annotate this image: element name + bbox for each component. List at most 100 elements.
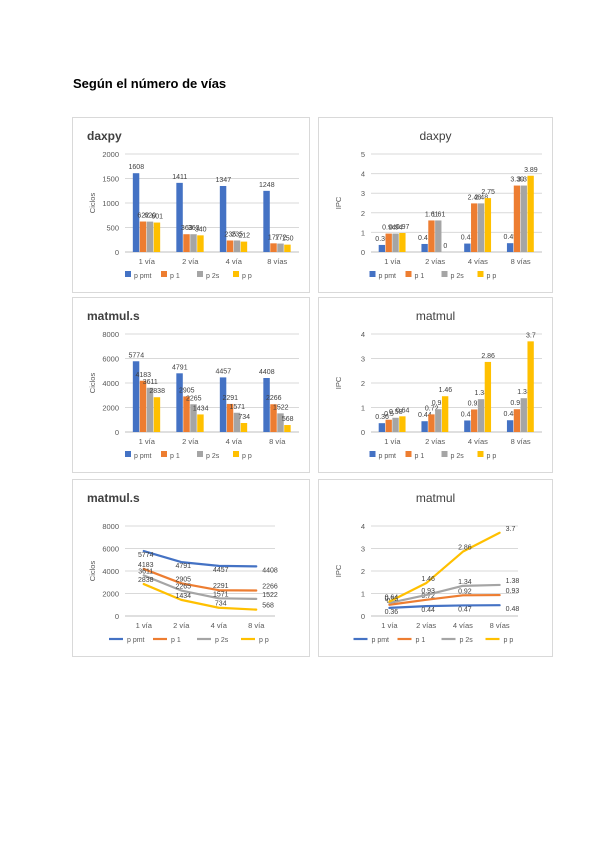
data-label: 177 xyxy=(268,234,280,241)
y-tick-label: 8000 xyxy=(102,522,119,531)
data-label: 2.75 xyxy=(481,189,495,196)
chart-title: daxpy xyxy=(419,129,451,143)
y-tick-label: 1 xyxy=(361,404,365,413)
data-label: 0.93 xyxy=(510,400,524,407)
data-label: 0.44 xyxy=(421,607,435,614)
bar-p-p-2 xyxy=(441,396,449,432)
legend-swatch-p-1 xyxy=(161,271,167,277)
data-label: 4457 xyxy=(213,567,229,574)
legend-swatch-p-1 xyxy=(161,451,167,457)
data-label: 1.46 xyxy=(439,387,453,394)
legend-label: p 1 xyxy=(415,273,425,280)
bar-p-p-3 xyxy=(240,241,248,252)
y-axis-label: Ciclos xyxy=(88,561,97,582)
bar-p-1-4 xyxy=(513,185,521,252)
bar-p-pmt-3 xyxy=(464,243,471,252)
bar-p-2s-2 xyxy=(435,409,442,432)
chart-svg: daxpy 0 500 1000 1500 2000 Ciclos 1 vía 2 vía 4 v… xyxy=(87,129,299,280)
bar-p-p-3 xyxy=(240,423,248,432)
bar-p-1-1 xyxy=(139,221,147,252)
x-tick-label: 8 vía xyxy=(269,437,286,446)
data-label: 4183 xyxy=(138,562,154,569)
data-label: 1.46 xyxy=(421,576,435,583)
legend-swatch-p-pmt xyxy=(125,271,131,277)
data-label: 0.48 xyxy=(506,606,520,613)
data-label: 0 xyxy=(443,243,447,250)
data-label: 4408 xyxy=(262,567,278,574)
y-tick-label: 1000 xyxy=(102,199,119,208)
y-tick-label: 2 xyxy=(361,567,365,576)
data-label: 3.39 xyxy=(510,177,524,184)
data-label: 0.5 xyxy=(384,411,394,418)
page-heading: Según el número de vías xyxy=(73,76,227,91)
data-label: 1248 xyxy=(259,182,275,189)
chart-title: daxpy xyxy=(87,129,122,143)
bar-p-1-1 xyxy=(385,233,392,252)
series-line-p-p xyxy=(388,531,501,603)
data-label: 0.43 xyxy=(461,235,475,242)
bar-p-pmt-4 xyxy=(506,243,514,252)
x-tick-label: 1 vía xyxy=(381,621,398,630)
data-label: 2.48 xyxy=(474,194,488,201)
legend-label: p pmt xyxy=(127,637,145,644)
data-label: 2265 xyxy=(186,395,202,402)
data-label: 0.64 xyxy=(385,595,399,602)
data-label: 340 xyxy=(195,226,207,233)
bar-p-2s-3 xyxy=(477,399,485,432)
bar-p-1-3 xyxy=(471,409,478,432)
bar-p-p-1 xyxy=(399,232,406,252)
bar-p-pmt-1 xyxy=(132,173,140,252)
data-label: 3611 xyxy=(138,568,153,575)
legend-label: p 1 xyxy=(170,453,180,460)
y-tick-label: 3 xyxy=(361,189,365,198)
legend-label: p pmt xyxy=(134,453,152,460)
legend-label: p p xyxy=(487,453,497,460)
series-line-p-pmt xyxy=(388,604,501,610)
x-tick-label: 2 vía xyxy=(182,257,199,266)
y-tick-label: 0 xyxy=(361,248,365,257)
bar-p-pmt-3 xyxy=(464,420,471,432)
data-label: 235 xyxy=(231,231,243,238)
chart-panel-matmul-ipc-bar: matmul 0 1 2 3 4 IPC 1 vía 2 vías 4 vías 8 vías 0.3… xyxy=(318,297,553,473)
bar-p-p-2 xyxy=(197,235,204,252)
x-tick-label: 1 vía xyxy=(139,257,156,266)
y-tick-label: 0 xyxy=(361,428,365,437)
bar-p-2s-2 xyxy=(190,234,197,252)
legend-label: p p xyxy=(259,637,269,644)
bar-p-p-4 xyxy=(284,244,291,252)
x-tick-label: 8 vías xyxy=(267,257,287,266)
data-label: 4183 xyxy=(135,372,151,379)
bar-p-2s-4 xyxy=(520,185,527,252)
bar-p-2s-1 xyxy=(146,221,154,252)
bar-p-p-4 xyxy=(527,175,534,252)
legend-swatch-p-2s xyxy=(441,271,448,277)
x-tick-label: 1 vía xyxy=(384,257,401,266)
x-tick-label: 2 vía xyxy=(173,621,190,630)
data-label: 2.86 xyxy=(458,545,472,552)
data-label: 1.34 xyxy=(474,390,488,397)
series-line-p-pmt xyxy=(142,549,258,568)
data-label: 2.86 xyxy=(481,353,495,360)
data-label: 0.41 xyxy=(418,235,432,242)
x-tick-label: 8 vías xyxy=(511,437,531,446)
data-label: 0.36 xyxy=(375,414,389,421)
data-label: 5774 xyxy=(129,352,145,359)
legend-swatch-p-pmt xyxy=(369,271,376,277)
data-label: 0.72 xyxy=(425,405,439,412)
bar-p-2s-3 xyxy=(477,203,485,252)
chart-panel-matmul-ciclos-line: matmul.s 0 2000 4000 6000 8000 Ciclos 1 vía 2 ví… xyxy=(72,479,310,657)
x-tick-label: 2 vías xyxy=(416,621,436,630)
chart-panel-daxpy-ipc: daxpy 0 1 2 3 4 5 IPC 1 vía 2 vías 4 vías 8 vías 0.3… xyxy=(318,117,553,293)
y-tick-label: 2000 xyxy=(102,590,119,599)
data-label: 235 xyxy=(224,231,236,238)
bar-p-pmt-2 xyxy=(176,373,183,432)
chart-panel-matmul-ipc-line: matmul 0 1 2 3 4 IPC 1 vía 2 vías 4 vías 8 vías 0.3… xyxy=(318,479,553,657)
data-label: 2266 xyxy=(262,584,278,591)
bar-p-1-1 xyxy=(385,419,392,432)
legend-swatch-p-p xyxy=(233,271,239,277)
x-tick-label: 4 vía xyxy=(226,257,243,266)
y-tick-label: 0 xyxy=(115,612,119,621)
chart-svg: matmul 0 1 2 3 4 IPC 1 vía 2 vías 4 vías 8 vías 0.3… xyxy=(334,309,542,460)
y-tick-label: 2000 xyxy=(102,404,119,413)
data-label: 3.7 xyxy=(526,332,536,339)
